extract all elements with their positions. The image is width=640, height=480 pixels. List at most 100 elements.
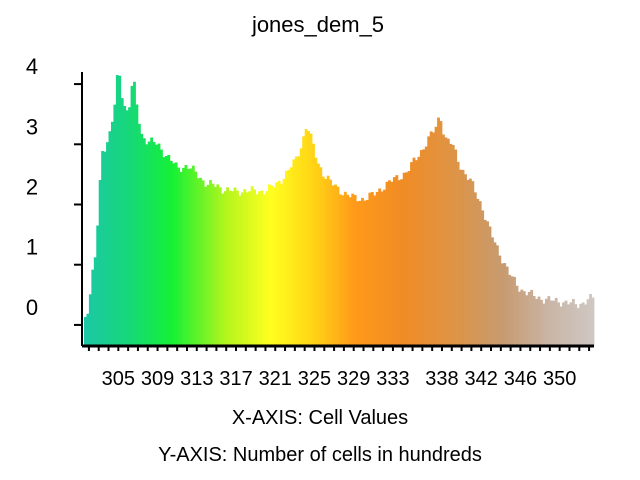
x-tick-label: 325 bbox=[298, 368, 331, 390]
histogram-bar bbox=[500, 263, 504, 346]
histogram-bar bbox=[495, 245, 499, 346]
histogram-bar bbox=[567, 304, 570, 346]
histogram-bar bbox=[530, 289, 534, 346]
histogram-bar bbox=[419, 150, 423, 346]
histogram-bar bbox=[471, 181, 475, 346]
x-tick-label: 317 bbox=[219, 368, 252, 390]
histogram-bar bbox=[260, 190, 264, 346]
histogram-bar bbox=[493, 242, 497, 346]
histogram-bar bbox=[569, 302, 573, 346]
histogram-bar bbox=[449, 143, 453, 346]
histogram-bar bbox=[96, 225, 100, 346]
histogram-bar bbox=[432, 132, 436, 346]
histogram-bar bbox=[488, 226, 492, 346]
x-tick-label: 313 bbox=[180, 368, 213, 390]
histogram-bar bbox=[339, 194, 342, 346]
histogram-bar bbox=[103, 151, 107, 346]
y-tick-label: 3 bbox=[26, 114, 38, 139]
histogram-bar bbox=[213, 186, 217, 346]
histogram-bar bbox=[221, 193, 225, 346]
histogram-bar bbox=[120, 98, 124, 346]
histogram-bar bbox=[520, 289, 524, 346]
histogram-bar bbox=[584, 304, 588, 346]
histogram-bar bbox=[517, 291, 521, 346]
x-tick-label: 346 bbox=[504, 368, 537, 390]
histogram-bar bbox=[343, 191, 347, 346]
histogram-bar bbox=[402, 172, 406, 346]
histogram-bar bbox=[231, 191, 234, 346]
y-tick-label: 0 bbox=[26, 295, 38, 320]
histogram-bar bbox=[211, 183, 215, 346]
histogram-bar bbox=[361, 197, 364, 346]
histogram-bar bbox=[422, 149, 426, 346]
histogram-bar bbox=[363, 200, 367, 346]
histogram-bar bbox=[218, 187, 222, 346]
histogram-bar bbox=[415, 160, 418, 346]
histogram-bar bbox=[177, 167, 181, 346]
histogram-bar bbox=[392, 177, 396, 346]
histogram-bar bbox=[481, 210, 485, 346]
histogram-bar bbox=[446, 138, 450, 346]
histogram-bar bbox=[277, 180, 281, 346]
histogram-bar bbox=[108, 131, 112, 346]
histogram-bar bbox=[118, 75, 122, 346]
histogram-bar bbox=[101, 151, 105, 346]
histogram-bar bbox=[331, 185, 335, 346]
histogram-bar bbox=[189, 168, 193, 346]
histogram-bar bbox=[341, 195, 345, 346]
histogram-bar bbox=[147, 141, 151, 346]
histogram-bar bbox=[287, 169, 291, 346]
histogram-bar bbox=[515, 285, 519, 346]
histogram-bar bbox=[554, 297, 558, 346]
histogram-bar bbox=[444, 137, 448, 346]
histogram-bar bbox=[424, 146, 428, 346]
histogram-bar bbox=[439, 121, 443, 346]
y-tick-label: 4 bbox=[26, 54, 38, 79]
histogram-bar bbox=[245, 192, 249, 346]
histogram-bar bbox=[358, 200, 362, 346]
histogram-bar bbox=[437, 117, 440, 346]
histogram-bar bbox=[375, 191, 379, 346]
histogram-bars bbox=[84, 75, 595, 347]
histogram-bar bbox=[93, 257, 97, 346]
histogram-bar bbox=[336, 186, 340, 346]
histogram-bar bbox=[542, 303, 546, 346]
histogram-bar bbox=[240, 192, 244, 346]
histogram-bar bbox=[390, 181, 394, 346]
histogram-bar bbox=[373, 195, 377, 346]
histogram-bar bbox=[562, 302, 565, 346]
histogram-bar bbox=[351, 193, 355, 346]
histogram-bar bbox=[527, 292, 531, 346]
histogram-bar bbox=[270, 185, 274, 346]
histogram-bar bbox=[410, 162, 413, 346]
histogram-bar bbox=[285, 170, 288, 346]
histogram-bar bbox=[196, 178, 200, 346]
histogram-bar bbox=[199, 177, 203, 346]
histogram-bar bbox=[466, 179, 470, 346]
histogram-bar bbox=[456, 161, 460, 346]
x-tick-label: 329 bbox=[337, 368, 370, 390]
histogram-bar bbox=[137, 123, 141, 346]
histogram-bar bbox=[319, 167, 323, 346]
histogram-bar bbox=[248, 191, 252, 346]
histogram-bar bbox=[86, 313, 90, 346]
histogram-bar bbox=[204, 186, 207, 346]
histogram-bar bbox=[133, 81, 136, 346]
histogram-bar bbox=[280, 183, 283, 346]
histogram-bar bbox=[483, 219, 487, 346]
histogram-bar bbox=[312, 143, 315, 346]
histogram-bar bbox=[228, 190, 232, 346]
histogram-bar bbox=[191, 165, 195, 346]
histogram-bar bbox=[427, 136, 431, 346]
histogram-bar bbox=[292, 159, 296, 346]
histogram-bar bbox=[468, 178, 472, 346]
histogram-bar bbox=[329, 179, 333, 346]
y-axis-label: Y-AXIS: Number of cells in hundreds bbox=[158, 444, 482, 466]
histogram-bar bbox=[417, 156, 421, 346]
histogram-bar bbox=[380, 191, 384, 346]
histogram-bar bbox=[164, 155, 168, 346]
histogram-bar bbox=[451, 145, 455, 346]
histogram-bar bbox=[243, 189, 247, 346]
histogram-bar bbox=[591, 297, 595, 346]
